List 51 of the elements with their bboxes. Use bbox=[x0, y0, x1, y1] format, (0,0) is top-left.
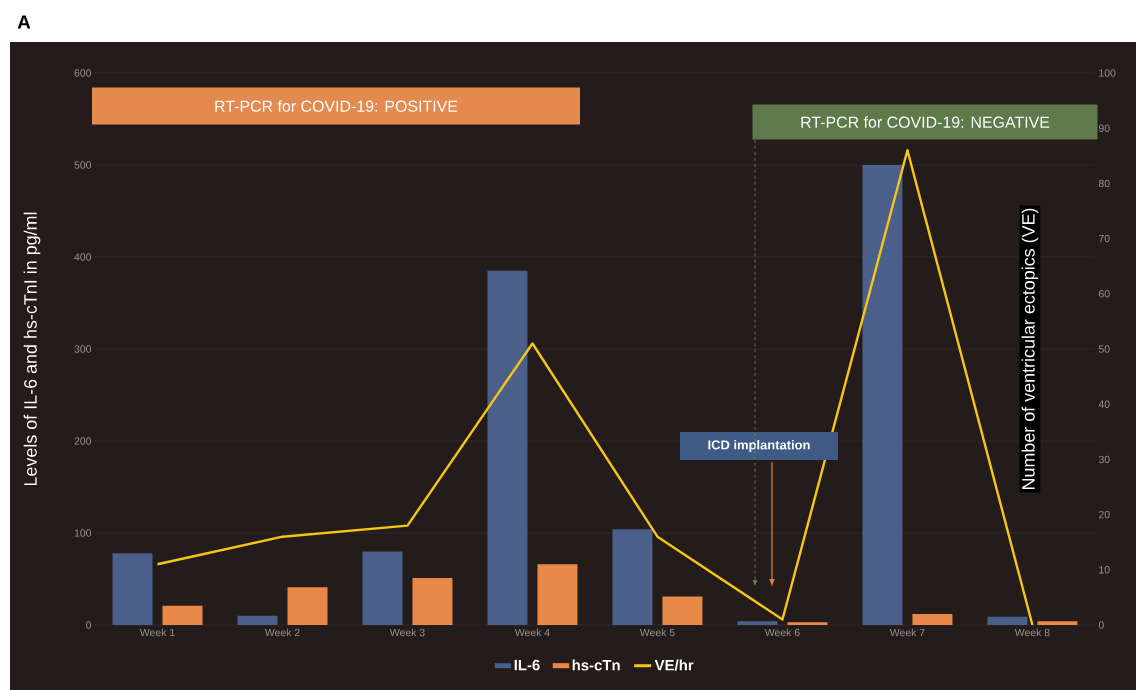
bar bbox=[787, 622, 828, 625]
y2-tick-label: 100 bbox=[1099, 69, 1116, 77]
legend-label: IL-6 bbox=[514, 659, 540, 671]
bar bbox=[237, 615, 278, 625]
y2-tick-label: 10 bbox=[1099, 566, 1110, 574]
x-tick-label: Week 3 bbox=[389, 628, 425, 637]
bar bbox=[162, 605, 203, 625]
y2-tick-label: 90 bbox=[1098, 124, 1110, 132]
y-tick-label: 600 bbox=[74, 69, 92, 77]
y-tick-label: 300 bbox=[74, 345, 92, 353]
bar bbox=[912, 613, 953, 625]
y2-tick-label: 20 bbox=[1098, 510, 1110, 519]
x-tick-label: Week 1 bbox=[139, 628, 175, 637]
x-tick-label: Week 7 bbox=[889, 628, 925, 637]
bar bbox=[987, 616, 1028, 625]
legend-label: VE/hr bbox=[654, 659, 694, 671]
y2-tick-label: 80 bbox=[1098, 179, 1110, 188]
y2-axis-title: Number of ventricular ectopics (VE) bbox=[1021, 208, 1039, 490]
bar bbox=[412, 578, 453, 625]
bar bbox=[487, 270, 528, 625]
bar bbox=[1037, 621, 1078, 625]
text: A bbox=[17, 15, 31, 29]
y2-tick-label: 30 bbox=[1098, 455, 1110, 464]
x-tick-label: Week 6 bbox=[764, 628, 800, 637]
annotation: ICD implantation bbox=[708, 439, 810, 453]
y-tick-label: 500 bbox=[74, 161, 92, 169]
legend-label: hs-cTn bbox=[572, 659, 620, 671]
bar bbox=[287, 587, 328, 625]
annotation: RT-PCR for COVID-19: NEGATIVE bbox=[801, 116, 1050, 128]
y-tick-label: 200 bbox=[74, 437, 92, 445]
y2-tick-label: 50 bbox=[1098, 345, 1110, 353]
bar bbox=[862, 165, 903, 625]
x-tick-label: Week 8 bbox=[1014, 628, 1050, 637]
y-tick-label: 0 bbox=[86, 621, 92, 629]
y-tick-label: 100 bbox=[74, 529, 92, 537]
y2-tick-label: 60 bbox=[1098, 290, 1110, 298]
bar bbox=[737, 621, 778, 625]
bar bbox=[662, 596, 703, 625]
y2-tick-label: 70 bbox=[1098, 234, 1110, 243]
bar bbox=[362, 551, 403, 625]
annotation: RT-PCR for COVID-19: POSITIVE bbox=[215, 100, 458, 112]
y2-tick-label: 0 bbox=[1098, 621, 1104, 629]
y-axis-title: Levels of IL-6 and hs-cTnI in pg/ml bbox=[23, 212, 41, 486]
x-tick-label: Week 2 bbox=[264, 628, 300, 637]
y2-tick-label: 40 bbox=[1098, 400, 1110, 408]
bar bbox=[537, 564, 578, 625]
y-tick-label: 400 bbox=[74, 253, 92, 261]
x-tick-label: Week 5 bbox=[639, 628, 675, 637]
bar bbox=[112, 553, 153, 625]
x-tick-label: Week 4 bbox=[514, 628, 550, 637]
bar bbox=[612, 529, 653, 625]
